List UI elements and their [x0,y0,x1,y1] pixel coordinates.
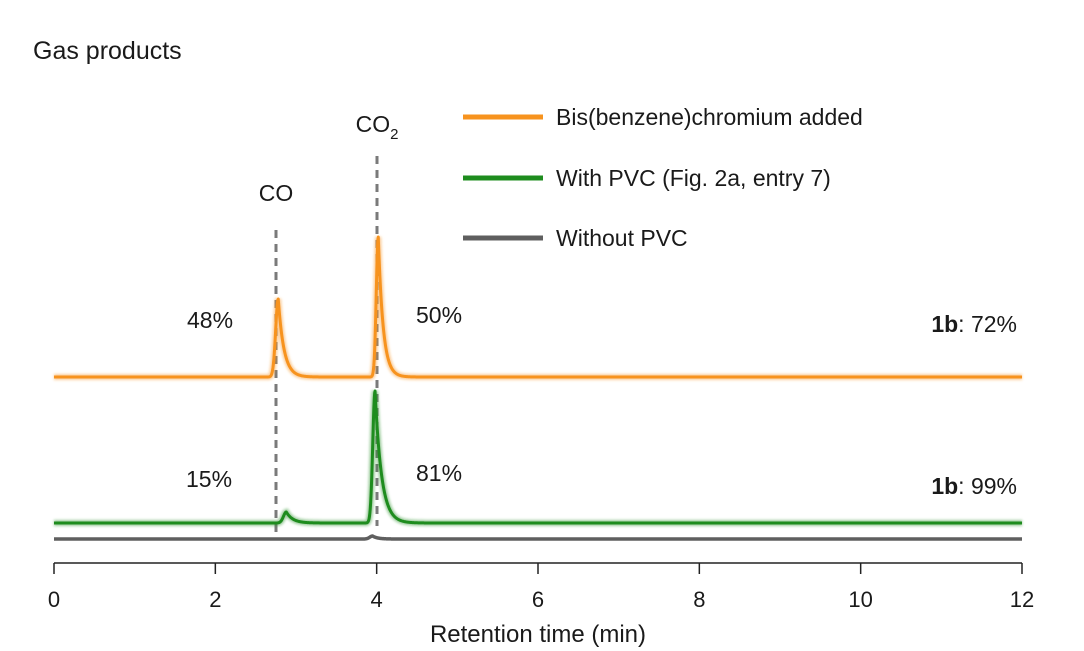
yield-label-orange: 1b: 72% [931,311,1017,337]
x-axis: 0 2 4 6 8 10 12 [48,562,1034,612]
chart-title: Gas products [33,37,182,65]
peak-label-orange-co: 48% [187,307,233,333]
x-tick-label-12: 12 [1010,587,1034,612]
yield-label-green-compound: 1b [931,473,958,499]
yield-label-orange-compound: 1b [931,311,958,337]
yield-label-orange-value: : 72% [958,311,1017,337]
x-tick-label-8: 8 [693,587,705,612]
yield-label-green-value: : 99% [958,473,1017,499]
series-line-bis-benzene-chromium [52,235,1024,379]
legend: Bis(benzene)chromium added With PVC (Fig… [463,104,863,251]
x-tick-label-4: 4 [371,587,383,612]
peak-labels: 48% 50% 15% 81% [186,302,462,492]
series-line-with-pvc-glow [54,390,1022,526]
legend-label-with-pvc: With PVC (Fig. 2a, entry 7) [556,165,831,191]
peak-label-green-co: 15% [186,466,232,492]
yield-labels: 1b: 72% 1b: 99% [931,311,1017,499]
co-marker-label: CO [259,180,294,206]
peak-label-green-co2: 81% [416,460,462,486]
legend-label-without-pvc: Without PVC [556,225,688,251]
legend-label-bis-benzene-chromium: Bis(benzene)chromium added [556,104,863,130]
series-line-without-pvc [52,534,1024,541]
co2-marker-label-sub: 2 [390,126,398,143]
yield-label-green: 1b: 99% [931,473,1017,499]
co2-marker-label: CO2 [356,111,399,143]
series-line-with-pvc [52,389,1024,525]
x-tick-label-6: 6 [532,587,544,612]
x-tick-label-0: 0 [48,587,60,612]
x-tick-label-2: 2 [209,587,221,612]
traces [52,235,1024,541]
co2-marker-label-main: CO [356,111,391,137]
x-axis-label: Retention time (min) [430,621,646,648]
x-tick-label-10: 10 [848,587,872,612]
peak-label-orange-co2: 50% [416,302,462,328]
